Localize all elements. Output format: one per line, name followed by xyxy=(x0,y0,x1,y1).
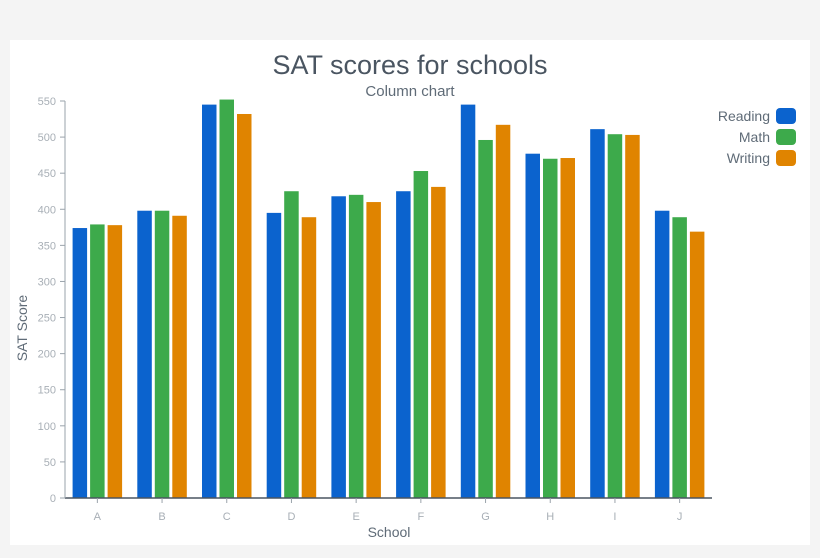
x-tick-label: J xyxy=(677,511,683,523)
bar-math-b[interactable] xyxy=(154,210,170,498)
y-tick-label: 550 xyxy=(38,96,56,108)
legend[interactable]: Reading Math Writing xyxy=(718,108,796,166)
bar-reading-d[interactable] xyxy=(266,212,282,498)
x-tick-label: A xyxy=(94,511,102,523)
bar-writing-f[interactable] xyxy=(431,186,446,498)
x-tick-label: D xyxy=(287,511,295,523)
bar-math-c[interactable] xyxy=(219,99,235,498)
x-tick-label: C xyxy=(223,511,231,523)
bar-writing-a[interactable] xyxy=(107,225,123,499)
y-tick-label: 350 xyxy=(38,240,56,252)
bar-writing-e[interactable] xyxy=(366,202,381,498)
x-tick-label: H xyxy=(546,511,554,523)
chart-title: SAT scores for schools xyxy=(272,50,547,80)
x-tick-label: E xyxy=(352,511,359,523)
y-tick-label: 400 xyxy=(38,204,56,216)
y-tick-label: 150 xyxy=(38,385,56,397)
x-tick-label: F xyxy=(417,511,424,523)
y-tick-label: 300 xyxy=(38,276,56,288)
bar-writing-h[interactable] xyxy=(560,158,576,499)
bar-writing-g[interactable] xyxy=(495,124,511,498)
x-axis-ticks: A B C D E F G H I J xyxy=(94,498,683,523)
bar-math-e[interactable] xyxy=(348,194,364,498)
bar-reading-i[interactable] xyxy=(590,129,605,498)
x-tick-label: B xyxy=(158,511,165,523)
x-axis-label: School xyxy=(368,524,411,540)
bar-math-d[interactable] xyxy=(284,191,299,498)
bar-reading-h[interactable] xyxy=(525,153,541,498)
legend-swatch-math[interactable] xyxy=(776,129,796,145)
x-tick-label: G xyxy=(481,511,490,523)
y-tick-label: 500 xyxy=(38,132,56,144)
legend-swatch-reading[interactable] xyxy=(776,108,796,124)
chart-subtitle: Column chart xyxy=(365,83,455,100)
bar-math-j[interactable] xyxy=(672,217,687,499)
bar-reading-a[interactable] xyxy=(72,228,88,499)
bar-reading-e[interactable] xyxy=(331,196,346,498)
bar-writing-b[interactable] xyxy=(172,215,187,498)
bar-writing-i[interactable] xyxy=(625,134,640,498)
legend-label-math: Math xyxy=(739,129,770,145)
legend-swatch-writing[interactable] xyxy=(776,150,796,166)
x-tick-label: I xyxy=(613,511,616,523)
y-axis-label: SAT Score xyxy=(14,295,30,362)
bar-writing-j[interactable] xyxy=(689,231,705,498)
bar-reading-b[interactable] xyxy=(137,210,152,498)
y-tick-label: 50 xyxy=(44,457,56,469)
bar-reading-f[interactable] xyxy=(396,191,411,498)
bar-reading-c[interactable] xyxy=(202,104,217,498)
bar-writing-c[interactable] xyxy=(237,113,252,498)
bar-math-g[interactable] xyxy=(478,139,493,498)
chart-panel: SAT scores for schools Column chart 0 50 1… xyxy=(10,40,810,545)
bar-writing-d[interactable] xyxy=(301,217,317,499)
legend-label-writing: Writing xyxy=(727,150,770,166)
bar-math-h[interactable] xyxy=(543,158,558,498)
bars-group xyxy=(72,99,705,499)
bar-math-i[interactable] xyxy=(607,134,623,498)
y-tick-label: 250 xyxy=(38,313,56,325)
legend-label-reading: Reading xyxy=(718,108,770,124)
sat-column-chart: SAT scores for schools Column chart 0 50 1… xyxy=(14,50,796,540)
bar-math-a[interactable] xyxy=(90,224,105,498)
y-tick-label: 200 xyxy=(38,349,56,361)
bar-reading-j[interactable] xyxy=(654,210,670,498)
y-tick-label: 450 xyxy=(38,168,56,180)
y-tick-label: 0 xyxy=(50,493,56,505)
y-tick-label: 100 xyxy=(38,421,56,433)
bar-math-f[interactable] xyxy=(413,171,429,498)
y-axis-ticks: 0 50 100 150 200 250 300 350 400 450 500 550 xyxy=(38,96,65,505)
bar-reading-g[interactable] xyxy=(460,104,476,498)
